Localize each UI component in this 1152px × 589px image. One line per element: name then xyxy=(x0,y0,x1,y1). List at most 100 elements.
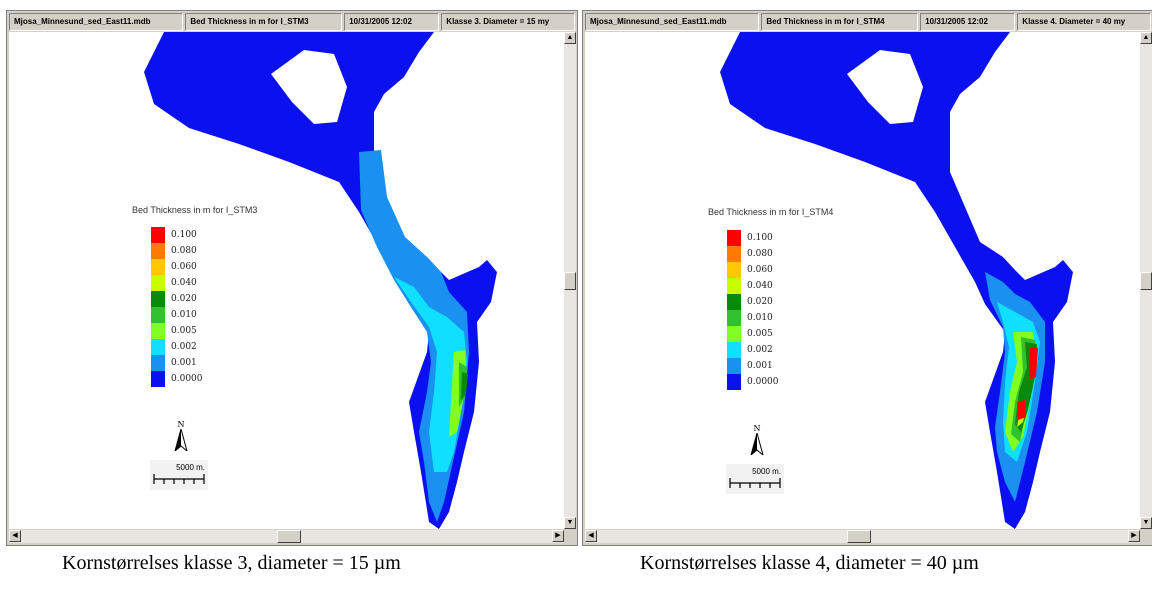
legend-swatch xyxy=(151,259,165,275)
horizontal-scroll-thumb[interactable] xyxy=(277,530,301,543)
legend-swatch xyxy=(727,342,741,358)
status-class: Klasse 3. Diameter = 15 my xyxy=(441,13,576,31)
caption-right: Kornstørrelses klasse 4, diameter = 40 µ… xyxy=(640,552,979,574)
north-arrow-icon: N xyxy=(747,424,767,460)
scroll-down-button[interactable]: ▼ xyxy=(564,517,576,529)
legend-label: 0.010 xyxy=(171,310,197,320)
map-canvas[interactable]: Bed Thickness in m for I_STM4 0.100 0.080… xyxy=(585,32,1140,529)
island xyxy=(271,50,347,124)
legend-item: 0.0000 xyxy=(151,371,203,387)
legend-label: 0.005 xyxy=(747,329,773,339)
legend-label: 0.100 xyxy=(747,233,773,243)
zone-0100-b xyxy=(1017,400,1026,420)
legend-item: 0.040 xyxy=(727,278,779,294)
zone-0100-a xyxy=(1029,347,1038,380)
legend-swatch xyxy=(151,355,165,371)
scale-bar: 5000 m. xyxy=(726,464,784,494)
legend-label: 0.080 xyxy=(747,249,773,259)
legend-label: 0.005 xyxy=(171,326,197,336)
legend-label: 0.002 xyxy=(747,345,773,355)
legend-item: 0.002 xyxy=(727,342,779,358)
legend-swatch xyxy=(727,358,741,374)
scale-label: 5000 m. xyxy=(752,467,781,476)
scroll-left-button[interactable]: ◀ xyxy=(9,530,21,542)
legend-label: 0.002 xyxy=(171,342,197,352)
status-date: 10/31/2005 12:02 xyxy=(344,13,440,31)
north-arrow-glyph xyxy=(174,427,188,453)
scroll-down-button[interactable]: ▼ xyxy=(1140,517,1152,529)
legend-swatch xyxy=(151,227,165,243)
legend-item: 0.010 xyxy=(151,307,203,323)
lake-map xyxy=(144,32,497,529)
legend-item: 0.060 xyxy=(151,259,203,275)
north-label: N xyxy=(177,420,185,429)
scroll-up-button[interactable]: ▲ xyxy=(564,32,576,44)
legend-item: 0.001 xyxy=(727,358,779,374)
map-canvas[interactable]: Bed Thickness in m for I_STM3 0.100 0.080… xyxy=(9,32,564,529)
status-file: Mjosa_Minnesund_sed_East11.mdb xyxy=(585,13,760,31)
legend-item: 0.040 xyxy=(151,275,203,291)
legend-item: 0.005 xyxy=(727,326,779,342)
legend-item: 0.080 xyxy=(151,243,203,259)
status-bar: Mjosa_Minnesund_sed_East11.mdb Bed Thick… xyxy=(585,13,1152,31)
legend: 0.100 0.080 0.060 0.040 0.020 0.010 0.005 0.002… xyxy=(151,227,203,387)
legend-label: 0.060 xyxy=(171,262,197,272)
legend-swatch xyxy=(151,323,165,339)
status-variable: Bed Thickness in m for I_STM4 xyxy=(761,13,919,31)
legend-swatch xyxy=(727,294,741,310)
scroll-right-button[interactable]: ▶ xyxy=(552,530,564,542)
zone-0020 xyxy=(461,372,468,400)
scale-ruler xyxy=(729,478,781,488)
scroll-up-button[interactable]: ▲ xyxy=(1140,32,1152,44)
legend-swatch xyxy=(151,275,165,291)
legend-item: 0.001 xyxy=(151,355,203,371)
vertical-scroll-thumb[interactable] xyxy=(1140,272,1152,290)
lake-body xyxy=(720,32,1073,529)
north-arrow-icon: N xyxy=(171,420,191,456)
vertical-scrollbar[interactable]: ▲ ▼ xyxy=(1140,32,1152,529)
vertical-scrollbar[interactable]: ▲ ▼ xyxy=(564,32,576,529)
legend-swatch xyxy=(727,246,741,262)
legend-swatch xyxy=(151,339,165,355)
legend-label: 0.060 xyxy=(747,265,773,275)
status-date: 10/31/2005 12:02 xyxy=(920,13,1016,31)
legend-label: 0.001 xyxy=(171,358,197,368)
status-class: Klasse 4. Diameter = 40 my xyxy=(1017,13,1152,31)
legend-label: 0.010 xyxy=(747,313,773,323)
map-window-right: Mjosa_Minnesund_sed_East11.mdb Bed Thick… xyxy=(582,10,1152,546)
legend-label: 0.0000 xyxy=(171,374,203,384)
legend-swatch xyxy=(151,307,165,323)
horizontal-scroll-thumb[interactable] xyxy=(847,530,871,543)
lake-map xyxy=(720,32,1073,529)
legend: 0.100 0.080 0.060 0.040 0.020 0.010 0.005 0.002… xyxy=(727,230,779,390)
scroll-right-button[interactable]: ▶ xyxy=(1128,530,1140,542)
scroll-left-button[interactable]: ◀ xyxy=(585,530,597,542)
legend-swatch xyxy=(727,326,741,342)
legend-item: 0.005 xyxy=(151,323,203,339)
island xyxy=(847,50,923,124)
status-variable: Bed Thickness in m for I_STM3 xyxy=(185,13,343,31)
legend-swatch xyxy=(151,291,165,307)
legend-swatch xyxy=(727,278,741,294)
scale-ruler xyxy=(153,474,205,484)
map-window-left: Mjosa_Minnesund_sed_East11.mdb Bed Thick… xyxy=(6,10,578,546)
zone-0002 xyxy=(394,277,467,472)
horizontal-scrollbar[interactable]: ◀ ▶ xyxy=(9,530,564,543)
vertical-scroll-thumb[interactable] xyxy=(564,272,576,290)
legend-item: 0.010 xyxy=(727,310,779,326)
scale-bar: 5000 m. xyxy=(150,460,208,490)
legend-label: 0.020 xyxy=(171,294,197,304)
legend-item: 0.100 xyxy=(151,227,203,243)
legend-item: 0.020 xyxy=(727,294,779,310)
legend-label: 0.0000 xyxy=(747,377,779,387)
north-arrow-glyph xyxy=(750,431,764,457)
legend-swatch xyxy=(151,243,165,259)
legend-swatch xyxy=(727,310,741,326)
legend-item: 0.002 xyxy=(151,339,203,355)
legend-swatch xyxy=(151,371,165,387)
legend-item: 0.060 xyxy=(727,262,779,278)
legend-swatch xyxy=(727,230,741,246)
status-file: Mjosa_Minnesund_sed_East11.mdb xyxy=(9,13,184,31)
horizontal-scrollbar[interactable]: ◀ ▶ xyxy=(585,530,1140,543)
legend-label: 0.040 xyxy=(747,281,773,291)
